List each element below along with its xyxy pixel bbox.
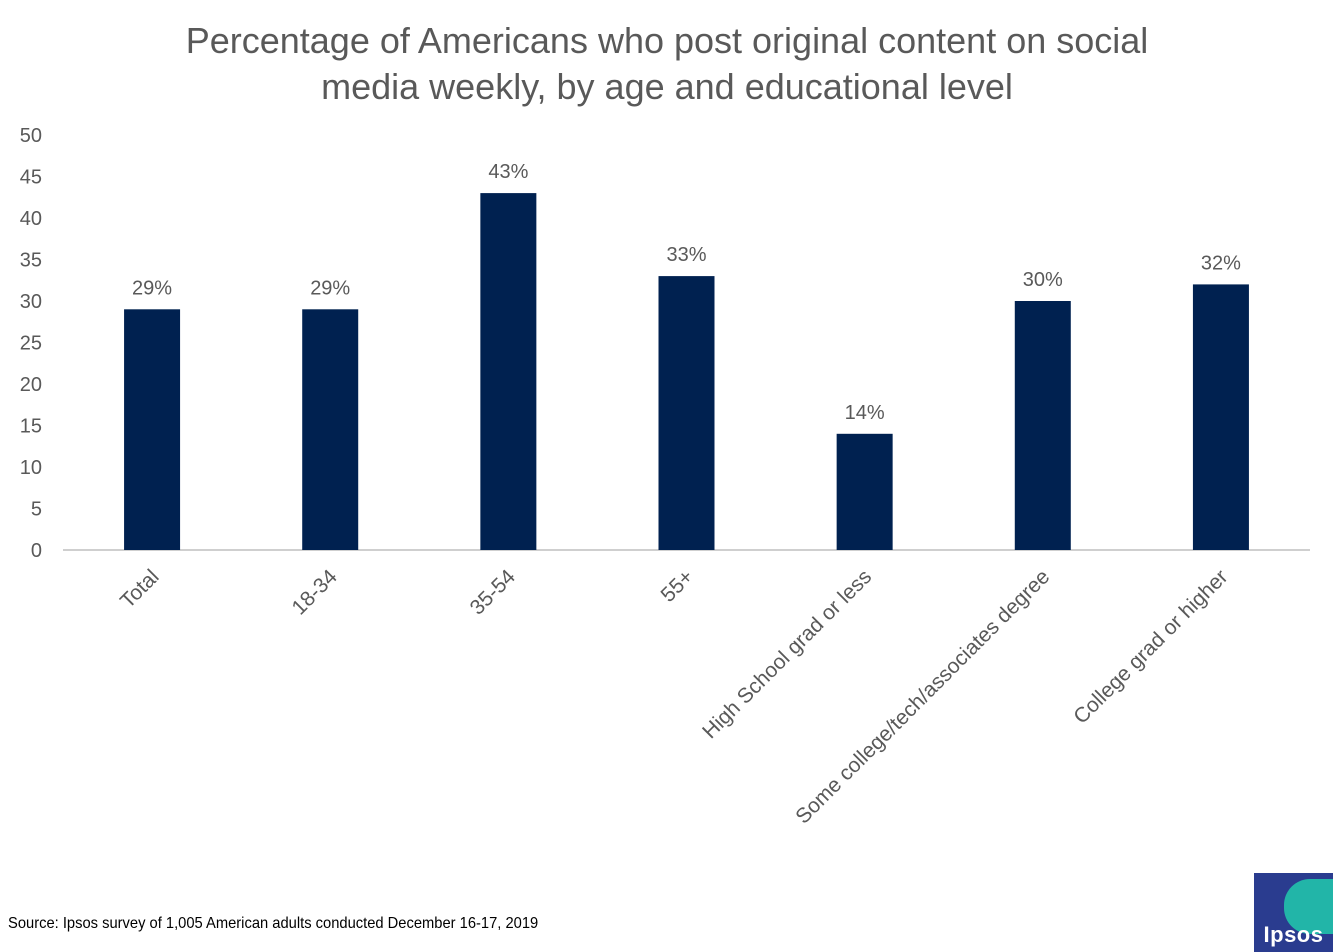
x-tick-label: High School grad or less (698, 565, 876, 743)
bar (1014, 301, 1071, 550)
y-tick-label: 15 (20, 416, 42, 438)
y-tick-label: 10 (20, 457, 42, 479)
logo-text: Ipsos (1263, 922, 1324, 947)
bar-data-label: 30% (1023, 269, 1063, 291)
y-axis-tick-labels: 0 5 10 15 20 25 30 35 40 45 50 (20, 125, 42, 562)
y-tick-label: 5 (31, 499, 42, 521)
x-tick-label: 55+ (657, 565, 698, 606)
y-tick-label: 20 (20, 374, 42, 396)
bars (124, 193, 1249, 550)
bar (1192, 284, 1249, 550)
bar (302, 309, 359, 550)
y-tick-label: 40 (20, 208, 42, 230)
data-labels: 29% 29% 43% 33% 14% 30% 32% (132, 161, 1241, 424)
source-note: Source: Ipsos survey of 1,005 American a… (8, 915, 539, 932)
bar-data-label: 29% (310, 277, 350, 299)
y-tick-label: 45 (20, 167, 42, 189)
y-tick-label: 0 (31, 540, 42, 562)
chart-title-line-2: media weekly, by age and educational lev… (321, 66, 1013, 107)
chart-title: Percentage of Americans who post origina… (0, 18, 1334, 110)
bar-chart: 0 5 10 15 20 25 30 35 40 45 50 29% 29% 43% 33% 14% 30% 3… (20, 125, 1310, 828)
bar-data-label: 33% (666, 244, 706, 266)
x-tick-label: 35-54 (466, 565, 520, 619)
y-tick-label: 50 (20, 125, 42, 147)
x-tick-label: College grad or higher (1069, 565, 1232, 728)
bar-data-label: 32% (1201, 252, 1241, 274)
bar-data-label: 43% (488, 161, 528, 183)
x-tick-label: 18-34 (288, 565, 342, 619)
bar (658, 276, 715, 550)
chart-title-line-1: Percentage of Americans who post origina… (185, 20, 1149, 61)
bar (124, 309, 181, 550)
bar (480, 193, 537, 550)
x-tick-label: Total (116, 565, 164, 613)
x-axis-tick-labels: Total 18-34 35-54 55+ High School grad or le… (116, 565, 1232, 828)
y-tick-label: 30 (20, 291, 42, 313)
y-tick-label: 35 (20, 250, 42, 272)
logo-head-mark (1284, 879, 1333, 934)
bar-data-label: 29% (132, 277, 172, 299)
bar-data-label: 14% (845, 402, 885, 424)
y-tick-label: 25 (20, 333, 42, 355)
ipsos-logo: Ipsos (1254, 873, 1333, 952)
bar (836, 433, 893, 550)
